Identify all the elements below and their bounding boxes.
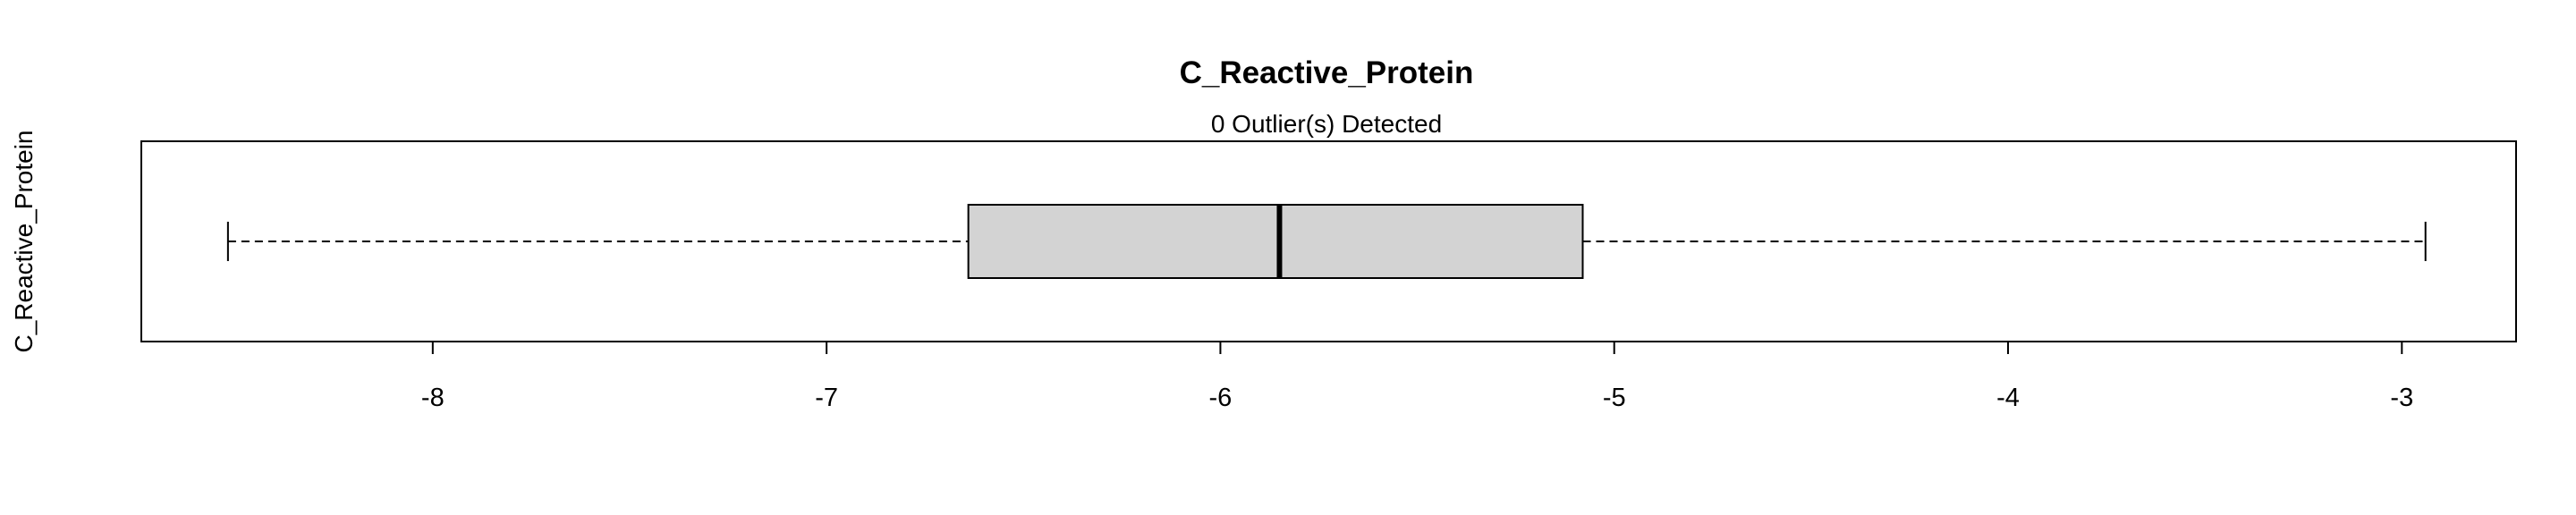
x-tick-label: -7 xyxy=(815,384,838,412)
x-tick-label: -6 xyxy=(1209,384,1233,412)
x-tick-label: -5 xyxy=(1603,384,1626,412)
chart-title: C_Reactive_Protein xyxy=(1180,55,1474,90)
x-tick-label: -4 xyxy=(1996,384,2020,412)
y-axis-label: C_Reactive_Protein xyxy=(10,130,38,352)
iqr-box xyxy=(967,204,1584,279)
x-tick-label: -8 xyxy=(421,384,445,412)
x-axis: -8 -7 -6 -5 -4 -3 xyxy=(421,342,2413,412)
x-tick-label: -3 xyxy=(2390,384,2413,412)
boxplot-box-group xyxy=(226,204,2427,279)
chart-subtitle: 0 Outlier(s) Detected xyxy=(1211,110,1442,138)
plot-frame xyxy=(140,140,2517,342)
